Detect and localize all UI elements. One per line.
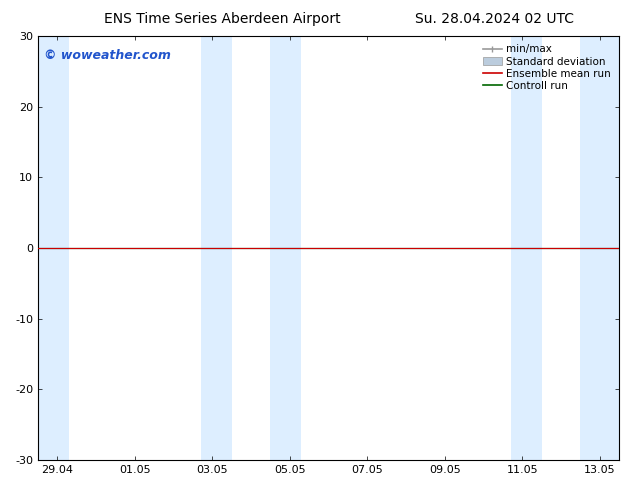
Bar xyxy=(201,36,231,460)
Legend: min/max, Standard deviation, Ensemble mean run, Controll run: min/max, Standard deviation, Ensemble me… xyxy=(480,41,614,94)
Bar xyxy=(270,36,301,460)
Text: © woweather.com: © woweather.com xyxy=(44,49,171,62)
Bar xyxy=(38,36,69,460)
Bar xyxy=(510,36,541,460)
Text: Su. 28.04.2024 02 UTC: Su. 28.04.2024 02 UTC xyxy=(415,12,574,26)
Text: ENS Time Series Aberdeen Airport: ENS Time Series Aberdeen Airport xyxy=(103,12,340,26)
Bar xyxy=(580,36,619,460)
